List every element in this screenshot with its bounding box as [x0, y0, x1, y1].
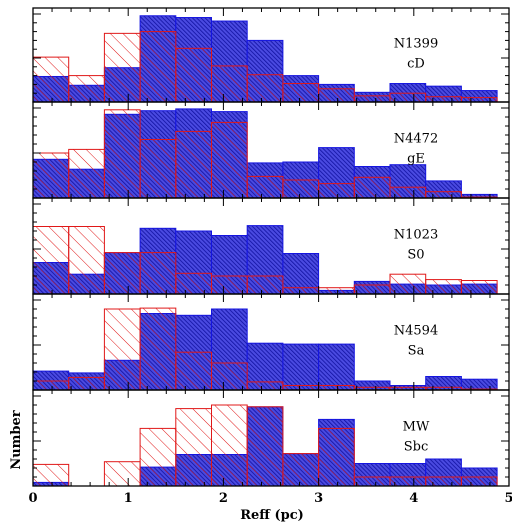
x-tick-label: 3	[314, 491, 323, 506]
panel-label-galaxy: N4594	[394, 323, 438, 338]
red-bar	[389, 186, 427, 199]
panel-label-type: gE	[407, 151, 425, 166]
panels: N1399 cD N4472 gE N1023 S0 N4594 Sa MW Sbc	[32, 7, 510, 487]
panel-label-type: Sbc	[404, 439, 429, 454]
red-bar	[175, 47, 213, 103]
red-bar	[246, 175, 284, 199]
red-bar	[175, 272, 213, 295]
red-bar	[211, 121, 248, 199]
red-bar	[425, 476, 462, 487]
panel-label-galaxy: N1023	[394, 227, 438, 242]
red-bar	[318, 385, 355, 391]
red-bar	[139, 139, 177, 199]
panel-label-type: S0	[407, 247, 424, 262]
red-bar	[389, 476, 427, 487]
red-bar	[353, 284, 391, 295]
x-tick-label: 5	[504, 491, 512, 506]
red-bar	[460, 280, 498, 295]
red-bar	[68, 148, 105, 199]
red-bar	[282, 83, 320, 103]
red-bar	[103, 32, 141, 103]
panel-label-galaxy: N4472	[394, 131, 438, 146]
red-bar	[246, 406, 284, 487]
panel-label-type: cD	[407, 56, 425, 71]
x-tick-label: 0	[28, 491, 37, 506]
red-bar	[32, 380, 70, 391]
x-tick-label: 4	[409, 491, 418, 506]
red-bar	[68, 226, 105, 295]
red-bar	[282, 179, 320, 199]
x-tick-label: 1	[124, 491, 133, 506]
red-bar	[175, 130, 213, 199]
red-bar	[389, 92, 427, 103]
panel-4: N4594 Sa	[32, 293, 510, 391]
red-bar	[103, 109, 141, 199]
blue-bar	[282, 343, 320, 391]
panel-label-galaxy: N1399	[394, 36, 438, 51]
red-bar	[246, 74, 284, 103]
panel-2: N4472 gE	[32, 101, 510, 199]
red-bar	[211, 404, 248, 487]
red-bar	[246, 381, 284, 391]
red-bar	[139, 252, 177, 295]
red-bar	[68, 75, 105, 103]
red-bar	[318, 88, 355, 103]
red-bar	[175, 351, 213, 391]
blue-bar	[460, 378, 498, 391]
panel-label-galaxy: MW	[403, 419, 430, 434]
red-bar	[318, 183, 355, 199]
x-tick-label: 2	[219, 491, 228, 506]
red-bar	[460, 476, 498, 487]
panel-1: N1399 cD	[32, 7, 510, 103]
red-bar	[353, 176, 391, 199]
red-bar	[425, 191, 462, 199]
red-bar	[246, 275, 284, 295]
red-bar	[103, 461, 141, 487]
red-bar	[103, 308, 141, 391]
red-bar	[68, 376, 105, 391]
red-bar	[32, 463, 70, 487]
red-bar	[282, 385, 320, 391]
x-axis: 0 1 2 3 4 5	[28, 491, 512, 506]
x-axis-label: Reff (pc)	[240, 508, 304, 523]
blue-bar	[318, 343, 355, 391]
red-bar	[425, 96, 462, 103]
red-bar	[32, 152, 70, 199]
red-bar	[32, 226, 70, 295]
panel-label-type: Sa	[408, 343, 425, 358]
panel-5: MW Sbc	[32, 389, 510, 487]
red-bar	[175, 408, 213, 487]
y-axis-label: Number	[9, 410, 24, 469]
red-bar	[103, 252, 141, 295]
panel-3: N1023 S0	[32, 197, 510, 295]
red-bar	[389, 273, 427, 295]
red-bar	[282, 287, 320, 295]
red-bar	[460, 97, 498, 103]
panel-frame	[32, 389, 510, 487]
red-bar	[139, 31, 177, 103]
red-bar	[139, 427, 177, 487]
red-bar	[32, 56, 70, 103]
red-bar	[211, 275, 248, 295]
red-bar	[353, 95, 391, 103]
red-bar	[318, 427, 355, 487]
red-bar	[318, 287, 355, 295]
red-bar	[282, 453, 320, 487]
red-bar	[139, 307, 177, 391]
red-bar	[211, 362, 248, 391]
red-bar	[353, 476, 391, 487]
red-bar	[211, 65, 248, 103]
red-bar	[425, 279, 462, 295]
